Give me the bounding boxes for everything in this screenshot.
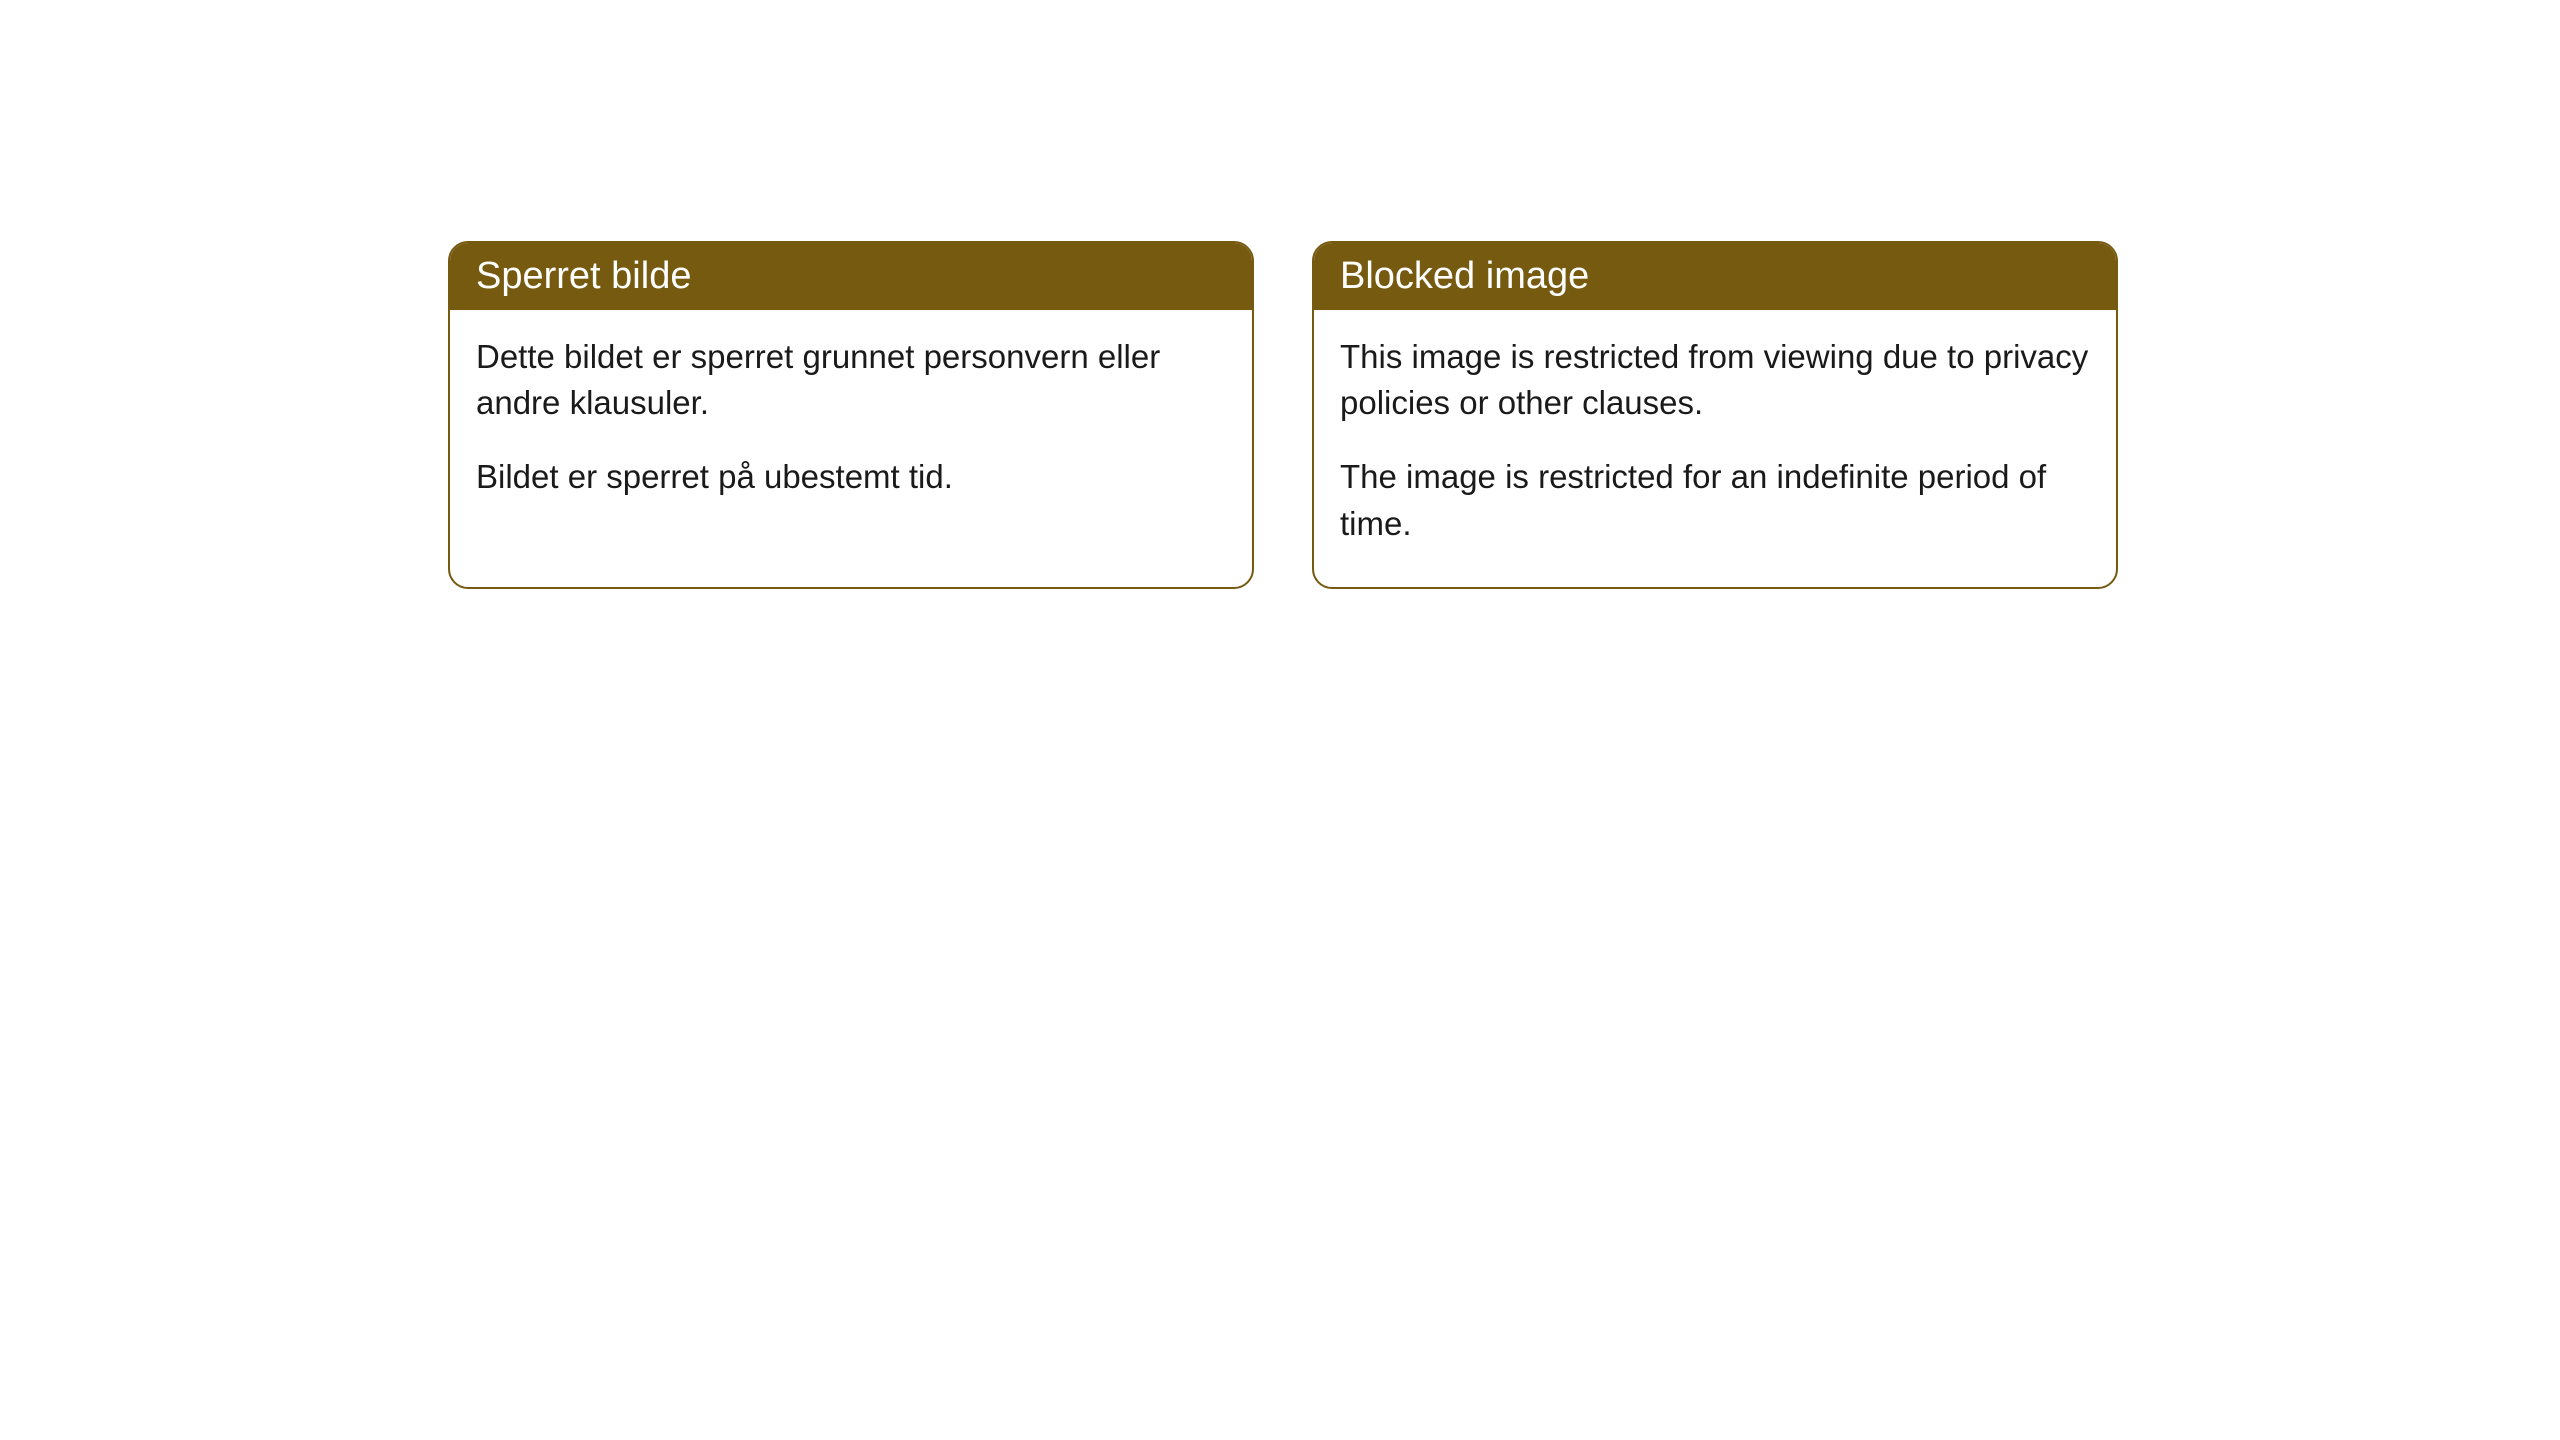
card-header: Sperret bilde (450, 243, 1252, 310)
blocked-image-card-norwegian: Sperret bilde Dette bildet er sperret gr… (448, 241, 1254, 589)
card-body: This image is restricted from viewing du… (1314, 310, 2116, 587)
card-header: Blocked image (1314, 243, 2116, 310)
notice-cards-container: Sperret bilde Dette bildet er sperret gr… (448, 241, 2118, 589)
card-paragraph: Bildet er sperret på ubestemt tid. (476, 454, 1226, 500)
card-paragraph: This image is restricted from viewing du… (1340, 334, 2090, 426)
card-paragraph: The image is restricted for an indefinit… (1340, 454, 2090, 546)
blocked-image-card-english: Blocked image This image is restricted f… (1312, 241, 2118, 589)
card-title: Sperret bilde (476, 255, 691, 297)
card-title: Blocked image (1340, 255, 1589, 297)
card-body: Dette bildet er sperret grunnet personve… (450, 310, 1252, 541)
card-paragraph: Dette bildet er sperret grunnet personve… (476, 334, 1226, 426)
